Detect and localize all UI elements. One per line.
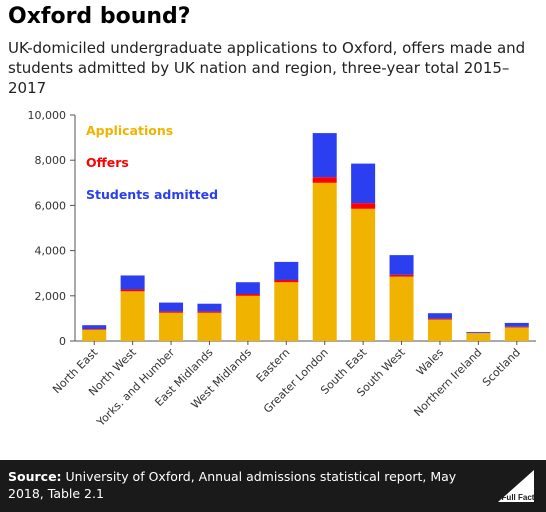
bar-offers [312,177,337,183]
bar-applications [504,327,529,341]
bar-students-admitted [82,325,107,330]
chart-title: Oxford bound? [8,4,191,29]
y-tick-label: 8,000 [35,154,67,167]
y-tick-label: 0 [59,335,66,348]
bar-students-admitted [466,331,491,333]
bar-offers [197,311,222,313]
bar-applications [351,208,376,341]
bar-students-admitted [351,163,376,204]
bar-students-admitted [312,133,337,178]
chart-subtitle: UK-domiciled undergraduate applications … [8,39,526,97]
bar-offers [159,311,184,313]
bar-students-admitted [274,261,299,280]
y-tick-label: 2,000 [35,290,67,303]
logo-triangle [498,470,534,502]
bar-applications [159,312,184,341]
bar-applications [82,329,107,341]
bar-students-admitted [197,303,222,312]
bar-applications [427,319,452,341]
bar-offers [351,203,376,209]
full-fact-logo: Full Fact [498,470,535,502]
bar-offers [504,326,529,328]
footer: Source: University of Oxford, Annual adm… [0,460,546,512]
bar-offers [274,279,299,283]
bar-offers [120,289,145,292]
x-tick-label: Eastern [254,346,293,385]
bar-applications [197,312,222,341]
bar-applications [312,182,337,341]
legend-applications: Applications [86,123,173,138]
y-tick-label: 6,000 [35,199,67,212]
y-tick-label: 10,000 [28,109,67,122]
x-tick-label: Wales [414,346,446,378]
y-tick-label: 4,000 [35,245,67,258]
bar-students-admitted [235,282,260,294]
legend-students-admitted: Students admitted [86,187,218,202]
legend-offers: Offers [86,155,129,170]
bar-students-admitted [504,322,529,327]
bar-offers [82,329,107,330]
bar-applications [274,282,299,341]
bar-students-admitted [427,313,452,319]
x-tick-label: Scotland [480,346,523,389]
bar-offers [427,318,452,320]
bar-students-admitted [120,275,145,290]
logo-text: Full Fact [502,493,535,502]
bar-applications [389,276,414,341]
bar-offers [235,293,260,296]
bar-students-admitted [159,302,184,312]
source-label: Source: [8,469,62,484]
bar-applications [466,333,491,341]
bar-applications [235,295,260,341]
bar-offers [389,274,414,277]
x-tick-label: Northern Ireland [411,346,484,419]
source-text: University of Oxford, Annual admissions … [8,469,457,501]
bar-students-admitted [389,255,414,275]
bar-applications [120,291,145,341]
source-note: Source: University of Oxford, Annual adm… [8,468,478,502]
